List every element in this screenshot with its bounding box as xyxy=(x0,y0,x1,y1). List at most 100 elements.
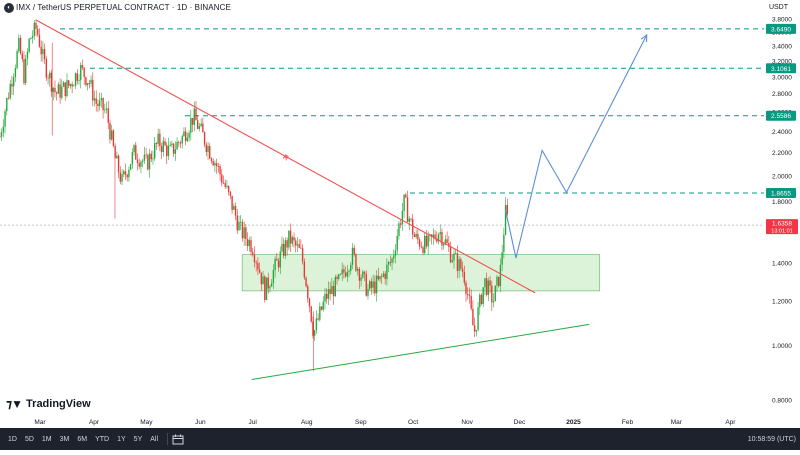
y-tick-label: 3.4000 xyxy=(772,44,792,51)
x-tick-label: Sep xyxy=(355,419,367,426)
candle-body-up xyxy=(57,84,60,94)
candle-body-up xyxy=(279,251,281,268)
currency-label[interactable]: USDT xyxy=(768,4,788,11)
bottom-toolbar: 1D 5D 1M 3M 6M YTD 1Y 5Y All 10:58:59 (U… xyxy=(0,428,800,450)
candle-body-up xyxy=(207,146,209,152)
candle-body-up xyxy=(503,234,505,253)
candle-body-down xyxy=(317,318,319,320)
candle-body-up xyxy=(401,210,404,225)
candle-body-down xyxy=(420,246,423,248)
candle-body-up xyxy=(351,247,354,265)
candle-body-up xyxy=(16,51,18,69)
candle-body-down xyxy=(117,155,120,173)
candle-body-up xyxy=(501,252,503,265)
candle-body-down xyxy=(83,67,85,78)
candle-body-down xyxy=(405,194,407,198)
timeframe-5d[interactable]: 5D xyxy=(24,435,34,443)
calendar-icon[interactable] xyxy=(172,434,184,445)
candle-body-up xyxy=(348,270,350,272)
candle-body-down xyxy=(126,174,128,178)
candle-body-down xyxy=(473,325,476,332)
timeframe-1m[interactable]: 1M xyxy=(41,435,52,443)
candle-body-up xyxy=(403,194,405,211)
candle-body-up xyxy=(262,276,264,285)
candle-body-down xyxy=(81,65,84,68)
candle-body-up xyxy=(338,274,340,279)
candle-body-down xyxy=(329,289,331,295)
x-tick-label: May xyxy=(140,419,153,426)
candle-body-up xyxy=(327,289,330,299)
candle-body-up xyxy=(484,278,486,288)
candle-body-down xyxy=(85,77,87,86)
candle-body-up xyxy=(181,136,183,144)
timeframe-ytd[interactable]: YTD xyxy=(95,435,110,443)
timeframe-6m[interactable]: 6M xyxy=(77,435,88,443)
candle-body-up xyxy=(30,37,32,39)
candle-body-down xyxy=(418,239,421,247)
candle-body-down xyxy=(344,272,347,277)
candle-body-up xyxy=(152,158,154,160)
candle-body-up xyxy=(455,253,457,255)
candle-body-up xyxy=(442,243,445,246)
candle-body-down xyxy=(0,136,1,138)
candle-body-up xyxy=(49,72,51,79)
x-tick-label: Aug xyxy=(301,419,313,426)
candle-body-down xyxy=(425,235,428,247)
candle-body-up xyxy=(167,145,170,157)
timeframe-1y[interactable]: 1Y xyxy=(117,435,126,443)
x-tick-label: 2025 xyxy=(566,419,581,426)
candle-body-down xyxy=(172,143,175,154)
candle-body-up xyxy=(14,68,17,78)
timeframe-1d[interactable]: 1D xyxy=(8,435,17,443)
x-tick-label: Jun xyxy=(195,419,206,426)
candle-body-down xyxy=(59,84,61,98)
candle-body-up xyxy=(100,98,103,101)
candle-body-up xyxy=(475,329,478,332)
candle-body-up xyxy=(169,145,171,146)
candle-body-down xyxy=(23,59,25,84)
y-tick-label: 2.4000 xyxy=(772,129,792,136)
y-tick-label: 2.0000 xyxy=(772,173,792,180)
x-tick-label: Jul xyxy=(249,419,258,426)
candle-body-down xyxy=(303,261,306,278)
level-badge-label: 3.1061 xyxy=(771,66,791,73)
timeframe-3m[interactable]: 3M xyxy=(59,435,70,443)
tradingview-logo[interactable]: ⁊▼ TradingView xyxy=(6,397,91,411)
candle-body-down xyxy=(250,240,252,253)
candle-body-down xyxy=(107,108,109,123)
y-tick-label: 2.2000 xyxy=(772,150,792,157)
candle-body-up xyxy=(281,243,283,252)
candle-body-down xyxy=(365,273,367,296)
candle-body-up xyxy=(188,132,190,138)
candle-body-down xyxy=(50,72,53,92)
candle-body-down xyxy=(467,294,469,296)
candle-body-down xyxy=(353,247,355,255)
candle-body-up xyxy=(98,100,101,107)
candle-body-down xyxy=(219,166,221,175)
candle-body-up xyxy=(129,164,132,170)
candle-body-up xyxy=(451,260,453,263)
last-price-label: 1.6358 xyxy=(772,221,792,228)
candle-body-up xyxy=(9,83,11,99)
candle-body-up xyxy=(444,239,447,244)
candle-body-up xyxy=(487,280,490,295)
candle-body-down xyxy=(460,259,462,269)
candle-body-up xyxy=(69,84,72,86)
candle-body-down xyxy=(286,240,288,248)
candle-body-down xyxy=(436,238,438,242)
candle-body-down xyxy=(236,215,238,231)
candle-body-up xyxy=(372,281,374,288)
timeframe-5y[interactable]: 5Y xyxy=(133,435,143,443)
candle-body-down xyxy=(221,174,223,183)
candle-body-down xyxy=(40,46,42,55)
candle-body-down xyxy=(19,37,22,54)
y-tick-label: 3.8000 xyxy=(772,17,792,24)
candle-body-up xyxy=(284,240,287,256)
level-badge xyxy=(766,23,796,34)
candle-body-down xyxy=(332,286,335,297)
candle-body-down xyxy=(506,205,509,215)
timeframe-all[interactable]: All xyxy=(150,435,159,443)
candle-body-up xyxy=(379,276,381,280)
